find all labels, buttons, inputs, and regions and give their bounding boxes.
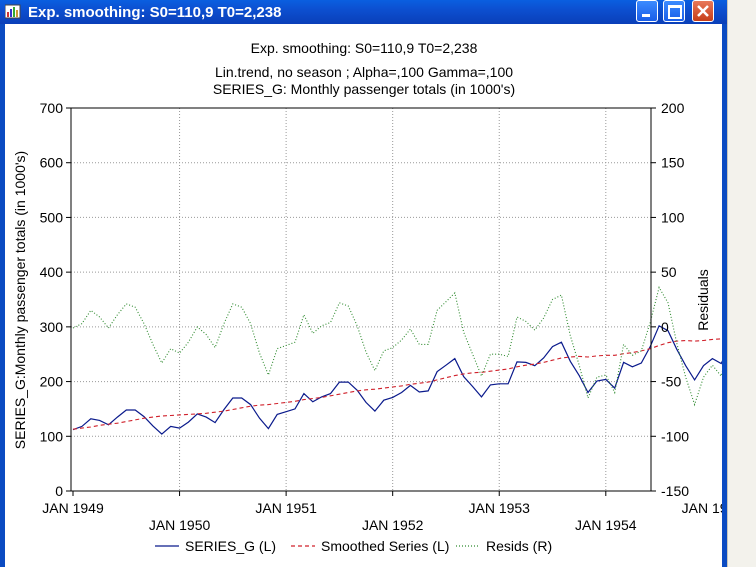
maximize-button[interactable] — [663, 0, 685, 22]
y2-axis-label: Residuals — [695, 269, 711, 330]
y2-tick-label: 100 — [661, 209, 685, 225]
close-icon — [697, 5, 709, 17]
minimize-button[interactable] — [636, 0, 658, 22]
y2-tick-label: 200 — [661, 100, 685, 116]
window-frame-right — [722, 24, 727, 567]
window-title: Exp. smoothing: S0=110,9 T0=2,238 — [28, 4, 282, 21]
chart-title: Exp. smoothing: S0=110,9 T0=2,238 — [251, 40, 478, 56]
x-tick-label: JAN 1949 — [42, 500, 104, 516]
y2-tick-label: 150 — [661, 155, 685, 171]
y2-tick-label: -100 — [661, 428, 689, 444]
y-tick-label: 500 — [40, 209, 64, 225]
x-tick-label: JAN 1954 — [575, 517, 637, 533]
y-tick-label: 400 — [40, 264, 64, 280]
x-tick-label: JAN 1953 — [468, 500, 530, 516]
close-button[interactable] — [692, 0, 714, 22]
x-tick-label: JAN 1952 — [362, 517, 424, 533]
legend-label: Smoothed Series (L) — [321, 538, 449, 554]
y2-tick-label: -150 — [661, 483, 689, 499]
y-tick-label: 0 — [55, 483, 63, 499]
y-axis-label: SERIES_G:Monthly passenger totals (in 10… — [12, 151, 28, 449]
title-bar[interactable]: Exp. smoothing: S0=110,9 T0=2,238 — [0, 0, 727, 24]
plot-frame — [70, 107, 652, 492]
chart-subtitle-2: SERIES_G: Monthly passenger totals (in 1… — [213, 81, 515, 97]
resids-line — [72, 286, 756, 407]
x-tick-label: JAN 1951 — [255, 500, 317, 516]
x-tick-label: JAN 1950 — [149, 517, 211, 533]
window-frame-left — [0, 24, 5, 567]
series-g-line — [72, 319, 756, 435]
y2-tick-label: -50 — [661, 374, 681, 390]
x-tick-label: JAN 1955 — [682, 500, 722, 516]
chart-area: Exp. smoothing: S0=110,9 T0=2,238 Lin.tr… — [5, 24, 756, 567]
smoothed-series-line — [72, 329, 756, 430]
chart-subtitle: Lin.trend, no season ; Alpha=,100 Gamma=… — [215, 64, 513, 80]
chart: Exp. smoothing: S0=110,9 T0=2,238 Lin.tr… — [12, 40, 756, 554]
chart-app-icon[interactable] — [5, 4, 21, 20]
y-tick-label: 300 — [40, 319, 64, 335]
y-tick-label: 600 — [40, 155, 64, 171]
y2-tick-label: 50 — [661, 264, 677, 280]
legend-label: SERIES_G (L) — [185, 538, 276, 554]
legend: SERIES_G (L) Smoothed Series (L) Resids (R… — [155, 538, 552, 554]
legend-label: Resids (R) — [486, 538, 552, 554]
y-tick-label: 700 — [40, 100, 64, 116]
y-tick-label: 100 — [40, 428, 64, 444]
background-strip — [727, 0, 756, 567]
y-tick-label: 200 — [40, 374, 64, 390]
y2-tick-label: 0 — [661, 319, 669, 335]
